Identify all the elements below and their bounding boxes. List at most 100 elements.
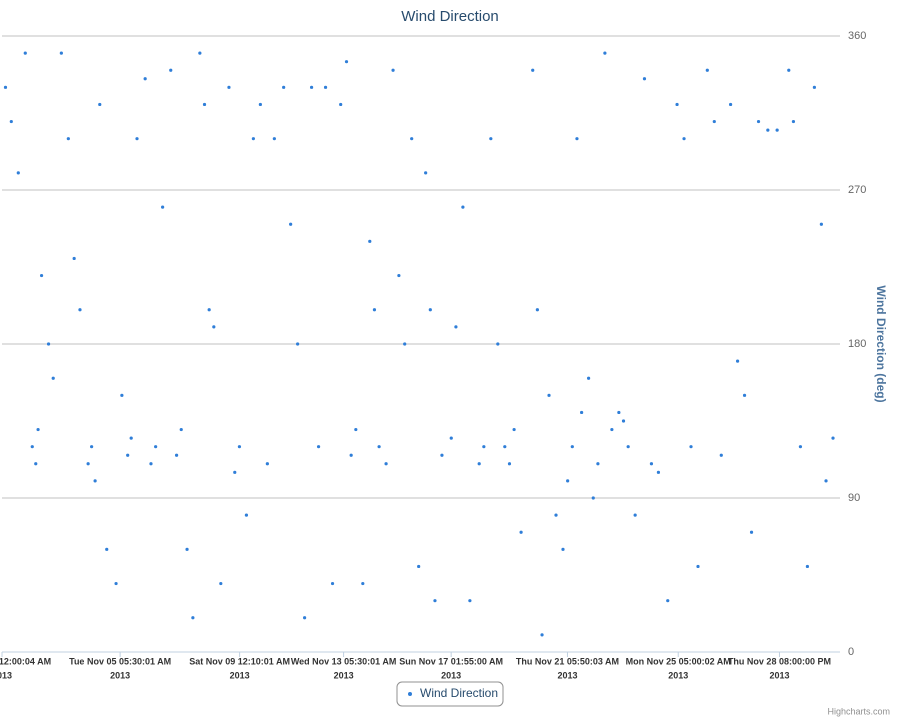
point bbox=[90, 445, 94, 449]
point bbox=[265, 462, 269, 466]
point bbox=[23, 51, 27, 55]
point bbox=[610, 427, 614, 432]
point bbox=[682, 137, 686, 141]
point bbox=[174, 453, 179, 457]
point bbox=[391, 68, 395, 72]
point bbox=[403, 342, 407, 346]
y-tick-label: 90 bbox=[848, 492, 860, 504]
x-tick-label: Thu Nov 21 05:50:03 AM bbox=[516, 656, 619, 666]
point bbox=[591, 496, 595, 500]
point bbox=[258, 102, 262, 107]
point bbox=[719, 453, 723, 457]
point bbox=[791, 119, 796, 124]
legend-marker bbox=[408, 692, 412, 696]
point bbox=[354, 427, 358, 432]
point bbox=[244, 513, 249, 517]
point bbox=[642, 77, 647, 81]
x-tick-year: 2013 bbox=[334, 670, 354, 680]
x-tick-label: Fri Nov 01 12:00:04 AM bbox=[0, 656, 51, 666]
point bbox=[51, 376, 55, 380]
point bbox=[161, 205, 165, 209]
point bbox=[570, 445, 574, 449]
point bbox=[824, 479, 828, 483]
x-tick-label: Tue Nov 05 05:30:01 AM bbox=[69, 656, 171, 666]
point bbox=[303, 616, 307, 620]
x-tick-year: 2013 bbox=[557, 670, 577, 680]
point bbox=[361, 581, 365, 586]
point bbox=[596, 462, 600, 466]
point bbox=[3, 85, 8, 89]
y-tick-label: 360 bbox=[848, 30, 866, 42]
legend-label[interactable]: Wind Direction bbox=[420, 686, 498, 700]
credits[interactable]: Highcharts.com bbox=[827, 706, 890, 716]
point bbox=[316, 445, 321, 449]
point bbox=[561, 547, 565, 551]
point bbox=[433, 599, 437, 603]
point bbox=[169, 68, 173, 72]
point bbox=[179, 427, 183, 432]
point bbox=[554, 513, 558, 517]
point bbox=[535, 308, 539, 312]
point bbox=[756, 119, 761, 124]
point bbox=[428, 308, 432, 312]
point bbox=[72, 256, 76, 261]
point bbox=[149, 462, 153, 466]
point bbox=[547, 393, 551, 397]
point bbox=[59, 51, 63, 55]
point bbox=[126, 453, 130, 457]
point bbox=[143, 77, 147, 81]
point bbox=[512, 427, 516, 432]
point bbox=[114, 581, 118, 586]
x-tick-year: 2013 bbox=[230, 670, 250, 680]
point bbox=[531, 68, 535, 72]
point bbox=[323, 85, 328, 89]
point bbox=[603, 51, 607, 55]
point bbox=[507, 462, 512, 466]
point bbox=[503, 445, 507, 449]
x-tick-label: Thu Nov 28 08:00:00 PM bbox=[728, 656, 831, 666]
point bbox=[296, 342, 300, 346]
point bbox=[191, 616, 195, 620]
point bbox=[735, 359, 740, 363]
point bbox=[377, 445, 381, 449]
point bbox=[9, 119, 13, 124]
point bbox=[580, 410, 584, 415]
point bbox=[251, 137, 255, 141]
point bbox=[368, 239, 372, 243]
point bbox=[775, 128, 779, 132]
x-tick-label: Mon Nov 25 05:00:02 AM bbox=[626, 656, 731, 666]
point bbox=[330, 581, 335, 586]
point bbox=[656, 470, 661, 474]
point bbox=[34, 462, 38, 466]
point bbox=[219, 581, 223, 586]
point bbox=[477, 462, 481, 466]
point bbox=[202, 102, 207, 107]
point bbox=[805, 564, 810, 569]
point bbox=[372, 308, 377, 312]
point bbox=[154, 445, 158, 449]
point bbox=[675, 102, 679, 107]
x-tick-year: 2013 bbox=[441, 670, 461, 680]
point bbox=[424, 171, 428, 175]
point bbox=[666, 599, 670, 603]
point bbox=[30, 445, 34, 449]
point bbox=[617, 410, 621, 415]
point bbox=[440, 453, 444, 457]
point bbox=[831, 436, 835, 440]
x-tick-label: Sat Nov 09 12:10:01 AM bbox=[189, 656, 290, 666]
point bbox=[417, 564, 421, 569]
point bbox=[66, 137, 70, 141]
point bbox=[489, 137, 493, 141]
point bbox=[742, 393, 747, 397]
point bbox=[633, 513, 637, 517]
point bbox=[105, 547, 109, 551]
y-tick-label: 270 bbox=[848, 184, 866, 196]
point bbox=[566, 479, 570, 483]
point bbox=[397, 273, 401, 278]
point bbox=[78, 308, 82, 312]
point bbox=[812, 85, 816, 89]
point bbox=[712, 119, 716, 124]
point bbox=[728, 102, 733, 107]
